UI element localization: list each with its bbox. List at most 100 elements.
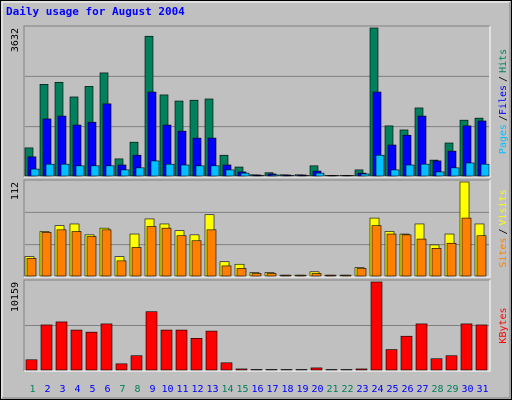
bar [386,233,397,277]
x-tick-label: 1 [29,384,35,395]
x-tick-label: 29 [446,384,458,395]
x-tick-label: 31 [476,384,488,395]
bar [480,163,490,177]
x-tick-label: 5 [89,384,95,395]
panel-shadow [23,25,490,177]
bar [450,167,460,177]
bar [236,268,247,277]
bar [175,329,188,371]
bar [30,168,40,177]
bar [300,175,310,177]
bar [135,167,145,177]
bar [356,268,367,277]
bar [40,324,53,371]
x-tick-label: 18 [281,384,293,395]
bar [120,169,130,177]
bar [180,164,190,177]
bar [446,242,457,277]
x-tick-label: 22 [341,384,353,395]
x-tick-label: 7 [119,384,125,395]
bar [390,169,400,177]
bar [400,335,413,371]
bar [150,160,160,177]
bar [355,368,368,371]
legend: Sites / Visits [498,189,509,267]
legend-separator: / [498,76,509,82]
x-tick-label: 17 [266,384,278,395]
bar [401,234,412,277]
x-tick-label: 9 [149,384,155,395]
bar [86,236,97,277]
x-tick-label: 19 [296,384,308,395]
bar [255,175,265,177]
bar [145,311,158,371]
bar [465,162,475,177]
bar [160,329,173,371]
x-tick-label: 28 [431,384,443,395]
x-tick-label: 30 [461,384,473,395]
bar [221,265,232,277]
chart-title: Daily usage for August 2004 [6,5,185,18]
bar [430,358,443,371]
bar [326,274,337,277]
bar [195,165,205,177]
bar [315,172,325,177]
bar [416,238,427,277]
bar [210,165,220,177]
x-tick-label: 8 [134,384,140,395]
bar [296,274,307,277]
bar [60,163,70,177]
x-tick-label: 14 [221,384,233,395]
bar [190,337,203,371]
x-tick-label: 3 [59,384,65,395]
legend-entry: Pages [498,124,509,154]
bar [370,281,383,371]
bar [71,231,82,277]
x-tick-label: 21 [326,384,338,395]
bar [165,163,175,177]
bar [266,273,277,277]
bar [431,248,442,277]
bar [115,363,128,371]
y-tick-label: 3632 [10,28,21,52]
bar [270,174,280,177]
bar [415,323,428,371]
bar [45,163,55,177]
legend-entry: KBytes [498,307,509,343]
panel-shadow [23,179,490,277]
bar [102,103,112,177]
y-tick-label: 10159 [10,282,21,312]
bar [340,369,353,371]
legend: Pages/Files/Hits [498,49,509,154]
x-tick-label: 10 [161,384,173,395]
bar [476,235,487,277]
legend: KBytes [498,307,509,343]
bar [330,175,340,177]
bar [281,274,292,277]
bar [25,359,38,371]
panel-highlight [24,26,491,178]
bar [225,169,235,177]
x-tick-label: 20 [311,384,323,395]
bar [385,349,398,371]
bar [55,321,68,371]
bar [475,324,488,371]
bar [345,175,355,177]
bar [161,227,172,277]
legend-entry: Hits [498,49,509,73]
x-tick-label: 12 [191,384,203,395]
bar [176,235,187,277]
y-tick-label: 112 [10,182,21,200]
bar [116,260,127,277]
bar [90,165,100,177]
x-tick-label: 6 [104,384,110,395]
bar [375,154,385,177]
bar [341,274,352,277]
bar [130,355,143,371]
bar [41,232,52,277]
x-tick-label: 2 [44,384,50,395]
x-tick-label: 24 [371,384,383,395]
bar [265,369,278,371]
bar [100,323,113,371]
